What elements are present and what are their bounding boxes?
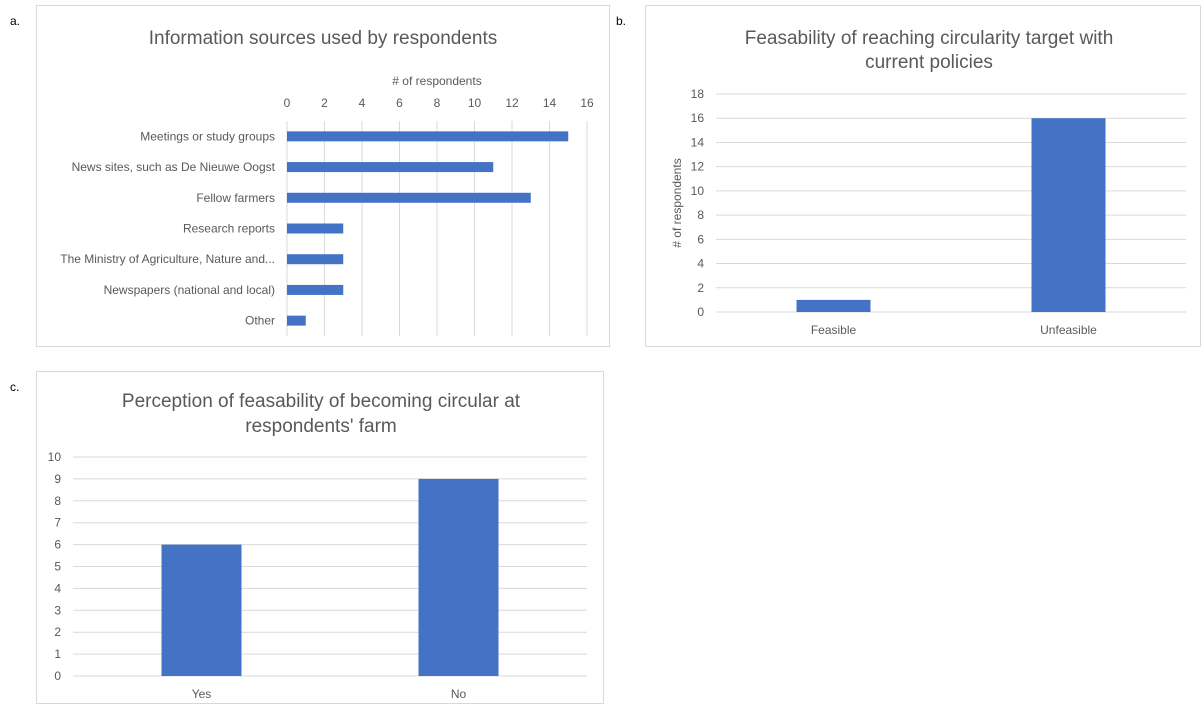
chart-c-tick-label: 0 [54, 669, 61, 683]
chart-a-tick-label: 0 [284, 96, 291, 110]
chart-a-category-label: Newspapers (national and local) [104, 283, 275, 297]
chart-b-title: current policies [865, 52, 993, 73]
chart-a-title: Information sources used by respondents [149, 28, 498, 49]
chart-a-bar [287, 162, 494, 173]
chart-b-policy-feasibility: Feasability of reaching circularity targ… [670, 28, 1186, 337]
chart-a-bar [287, 131, 569, 142]
chart-c-tick-label: 5 [54, 560, 61, 574]
chart-a-bar [287, 223, 344, 234]
chart-a-information-sources: Information sources used by respondents #… [60, 28, 594, 336]
chart-a-tick-label: 6 [396, 96, 403, 110]
chart-b-category-label: Feasible [811, 323, 857, 337]
chart-c-tick-label: 2 [54, 625, 61, 639]
chart-a-bar [287, 284, 344, 295]
chart-a-category-label: The Ministry of Agriculture, Nature and.… [60, 252, 275, 266]
chart-a-bar [287, 254, 344, 265]
chart-a-tick-label: 16 [580, 96, 594, 110]
chart-a-tick-label: 8 [434, 96, 441, 110]
chart-b-tick-label: 0 [697, 305, 704, 319]
chart-b-bar [1031, 118, 1106, 312]
chart-c-title: respondents' farm [245, 416, 396, 437]
chart-c-category-label: Yes [192, 687, 212, 701]
chart-b-tick-label: 8 [697, 208, 704, 222]
chart-c-tick-label: 7 [54, 516, 61, 530]
chart-b-tick-label: 10 [691, 184, 705, 198]
panel-label-a: a. [10, 14, 21, 28]
chart-b-y-axis-label: # of respondents [670, 158, 684, 247]
chart-c-tick-label: 8 [54, 494, 61, 508]
chart-b-tick-label: 6 [697, 232, 704, 246]
chart-a-category-label: News sites, such as De Nieuwe Oogst [72, 160, 276, 174]
chart-c-bar [161, 544, 242, 676]
chart-a-category-label: Other [245, 314, 275, 328]
chart-c-title: Perception of feasability of becoming ci… [122, 391, 521, 412]
chart-b-tick-label: 2 [697, 281, 704, 295]
chart-c-farm-feasibility: Perception of feasability of becoming ci… [48, 391, 587, 701]
chart-c-category-label: No [451, 687, 467, 701]
chart-a-tick-label: 10 [468, 96, 482, 110]
chart-b-tick-label: 14 [691, 135, 705, 149]
chart-a-bar [287, 315, 306, 326]
chart-c-tick-label: 4 [54, 581, 61, 595]
chart-c-tick-label: 10 [48, 450, 62, 464]
chart-b-bar [796, 299, 871, 312]
chart-b-frame: Feasability of reaching circularity targ… [645, 5, 1201, 347]
chart-c-tick-label: 3 [54, 603, 61, 617]
chart-a-category-label: Research reports [183, 222, 275, 236]
chart-a-bar [287, 192, 531, 203]
chart-c-frame: Perception of feasability of becoming ci… [36, 371, 604, 704]
panel-label-b: b. [616, 14, 627, 28]
chart-b-category-label: Unfeasible [1040, 323, 1097, 337]
chart-b-tick-label: 4 [697, 257, 704, 271]
chart-a-x-axis-label: # of respondents [392, 74, 481, 88]
chart-c-tick-label: 9 [54, 472, 61, 486]
chart-a-frame: Information sources used by respondents #… [36, 5, 610, 347]
chart-a-category-label: Meetings or study groups [140, 129, 275, 143]
chart-b-tick-label: 18 [691, 87, 705, 101]
chart-a-tick-label: 12 [505, 96, 519, 110]
chart-a-category-label: Fellow farmers [196, 191, 275, 205]
chart-c-bar [418, 478, 499, 676]
chart-a-tick-label: 2 [321, 96, 328, 110]
chart-b-tick-label: 12 [691, 160, 705, 174]
chart-b-tick-label: 16 [691, 111, 705, 125]
chart-a-tick-label: 14 [543, 96, 557, 110]
chart-c-tick-label: 6 [54, 538, 61, 552]
chart-b-title: Feasability of reaching circularity targ… [745, 28, 1114, 49]
panel-label-c: c. [10, 380, 20, 394]
chart-a-tick-label: 4 [359, 96, 366, 110]
chart-c-tick-label: 1 [54, 647, 61, 661]
